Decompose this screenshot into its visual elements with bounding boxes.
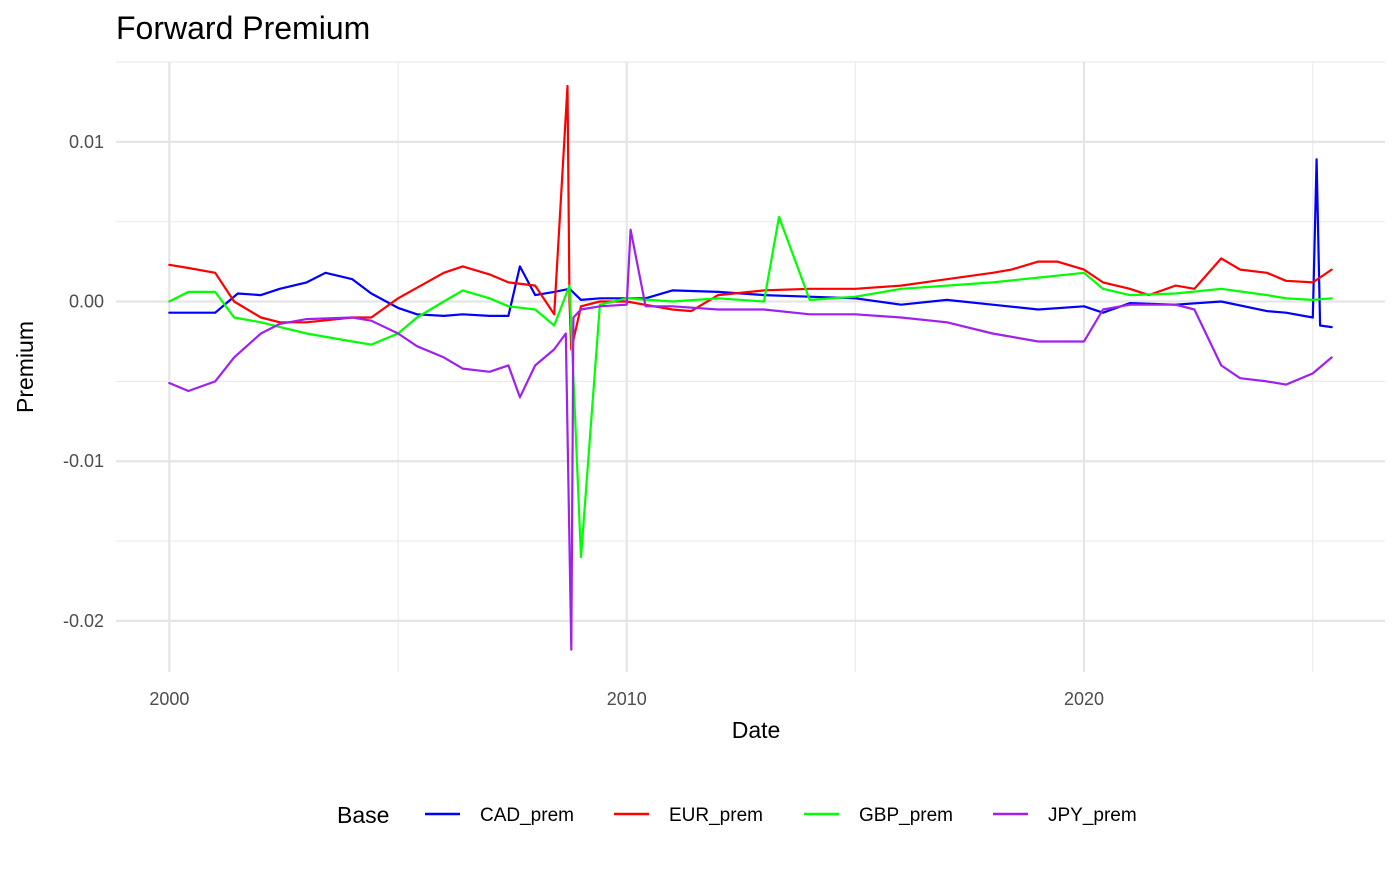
y-tick-label: 0.01	[69, 132, 104, 152]
y-tick-label: -0.01	[63, 451, 104, 471]
x-tick-label: 2020	[1064, 689, 1104, 709]
legend-label: JPY_prem	[1048, 805, 1137, 826]
legend-title: Base	[337, 802, 389, 828]
chart-title: Forward Premium	[116, 10, 370, 46]
y-axis-label: Premium	[12, 321, 38, 413]
y-tick-label: 0.00	[69, 292, 104, 312]
legend: Base CAD_prem EUR_prem GBP_prem JPY_prem	[337, 802, 1137, 828]
legend-label: GBP_prem	[859, 805, 953, 826]
y-tick-label: -0.02	[63, 611, 104, 631]
series-layer	[168, 84, 1333, 651]
grid-layer	[116, 61, 1385, 672]
axis-layer: 2000 2010 2020 0.01 0.00 -0.01 -0.02	[63, 132, 1104, 709]
legend-label: EUR_prem	[669, 805, 763, 826]
x-axis-label: Date	[732, 717, 781, 743]
legend-label: CAD_prem	[480, 805, 574, 826]
x-tick-label: 2010	[607, 689, 647, 709]
series-line-jpy-prem	[168, 228, 1333, 651]
series-line-gbp-prem	[168, 215, 1333, 559]
x-tick-label: 2000	[149, 689, 189, 709]
series-line-eur-prem	[168, 84, 1333, 351]
